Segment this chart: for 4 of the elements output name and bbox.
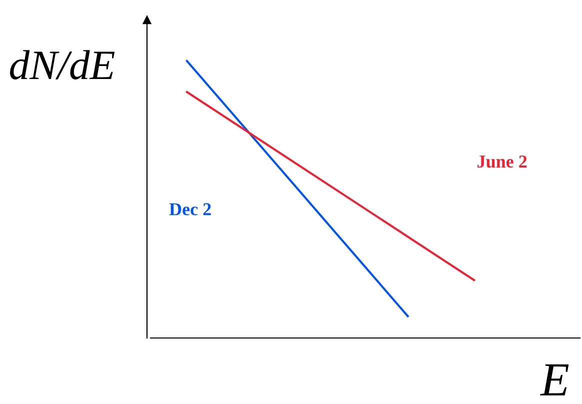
text: Dec 2 [169, 203, 211, 216]
x-axis-title: E [540, 364, 569, 396]
text: June 2 [478, 155, 527, 168]
y-axis-title: dN/dE [10, 50, 115, 80]
